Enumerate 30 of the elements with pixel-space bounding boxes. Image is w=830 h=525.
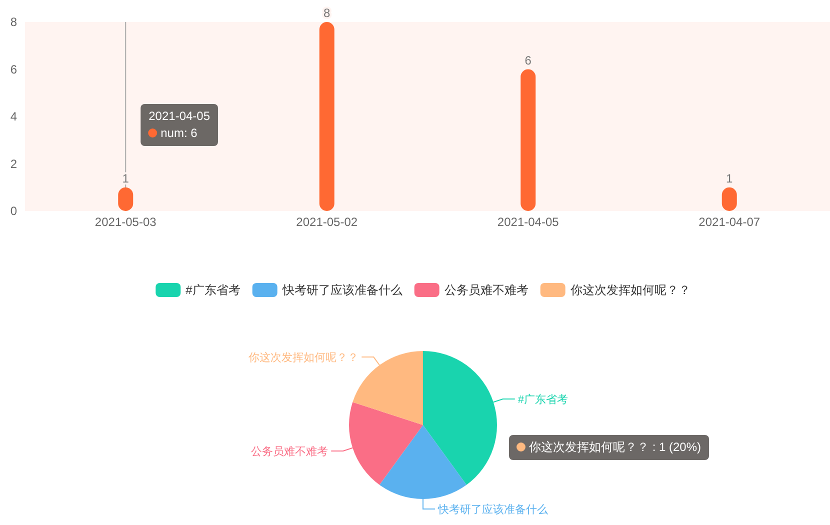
slice-label: 快考研了应该准备什么 [437, 503, 548, 516]
slice-label: 公务员难不难考 [251, 444, 328, 458]
slice-label: 你这次发挥如何呢？？ [248, 351, 359, 364]
legend-label: 快考研了应该准备什么 [281, 283, 402, 297]
tooltip: 2021-04-05 num: 6 [140, 104, 218, 146]
x-tick-label: 2021-05-03 [94, 215, 157, 229]
bar [319, 22, 334, 211]
y-tick-label: 4 [10, 110, 18, 124]
y-tick-label: 0 [10, 204, 18, 218]
annotation: 2021-04-05 [148, 109, 210, 123]
pie-slice [423, 351, 497, 485]
annotation: num: 6 [160, 126, 198, 140]
tooltip: 你这次发挥如何呢？？ : 1 (20%) [509, 435, 710, 460]
legend-label: 你这次发挥如何呢？？ [569, 283, 690, 297]
pie-slice [349, 402, 423, 485]
pie-slice [380, 425, 466, 499]
x-tick-label: 2021-04-05 [497, 215, 560, 229]
legend-label: #广东省考 [186, 283, 240, 297]
legend-label: 公务员难不难考 [444, 283, 528, 297]
data-label: 8 [324, 6, 331, 20]
bar [520, 69, 536, 211]
y-tick-label: 8 [10, 15, 18, 29]
data-label: 1 [726, 171, 734, 186]
y-tick-label: 2 [10, 156, 18, 171]
data-label: 6 [524, 53, 532, 68]
x-tick-label: 2021-05-02 [296, 215, 358, 229]
slice-label: #广东省考 [518, 393, 568, 406]
y-tick-label: 6 [10, 62, 18, 76]
x-tick-label: 2021-04-07 [698, 215, 760, 229]
pie-slice [352, 351, 423, 425]
